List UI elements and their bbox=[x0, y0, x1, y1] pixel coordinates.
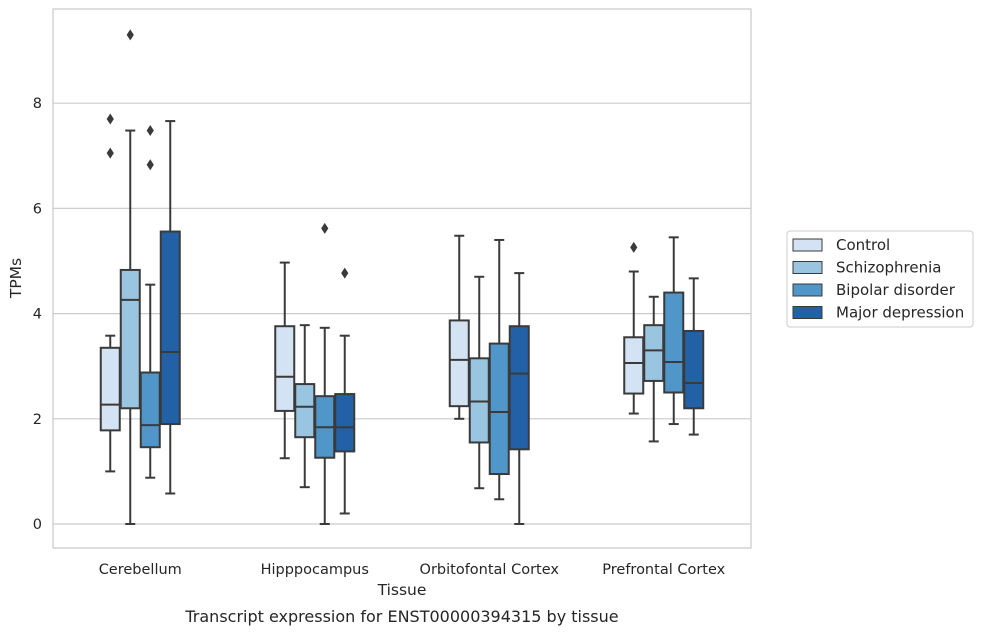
legend-label: Control bbox=[836, 236, 890, 254]
iqr-box bbox=[488, 342, 510, 476]
boxes-layer bbox=[99, 29, 705, 525]
x-tick-label: Hipppocampus bbox=[261, 562, 369, 578]
box-control bbox=[274, 261, 296, 460]
legend-swatch bbox=[792, 261, 823, 274]
plot-frame bbox=[52, 8, 752, 549]
box-bipolar-disorder bbox=[488, 238, 510, 501]
box-major-depression bbox=[334, 267, 356, 515]
box-control bbox=[99, 113, 121, 473]
box-schizophrenia bbox=[468, 275, 490, 490]
iqr-box bbox=[159, 230, 181, 426]
legend-label: Schizophrenia bbox=[836, 259, 941, 277]
iqr-box bbox=[468, 357, 490, 444]
outlier-point bbox=[146, 125, 154, 137]
y-tick-label: 6 bbox=[33, 201, 42, 217]
box-bipolar-disorder bbox=[314, 222, 336, 525]
box-schizophrenia bbox=[643, 295, 665, 443]
y-tick-label: 8 bbox=[33, 96, 42, 112]
box-control bbox=[623, 241, 645, 415]
outlier-point bbox=[106, 147, 114, 159]
iqr-box bbox=[448, 319, 470, 408]
y-tick-labels: 0 2 4 6 8 bbox=[33, 96, 42, 533]
iqr-box bbox=[663, 291, 685, 394]
iqr-box bbox=[643, 324, 665, 382]
outlier-point bbox=[106, 113, 114, 125]
iqr-box bbox=[683, 329, 705, 410]
x-tick-label: Orbitofontal Cortex bbox=[420, 562, 560, 578]
box-control bbox=[448, 234, 470, 420]
iqr-box bbox=[294, 383, 316, 439]
box-major-depression bbox=[683, 277, 705, 436]
x-tick-label: Prefrontal Cortex bbox=[602, 562, 725, 578]
box-bipolar-disorder bbox=[139, 125, 161, 479]
box-bipolar-disorder bbox=[663, 236, 685, 426]
iqr-box bbox=[99, 346, 121, 432]
outlier-point bbox=[146, 159, 154, 171]
legend-frame bbox=[786, 230, 974, 328]
x-tick-label: Cerebellum bbox=[99, 562, 182, 578]
box-schizophrenia bbox=[119, 29, 141, 525]
box-major-depression bbox=[159, 120, 181, 495]
legend-swatch bbox=[792, 238, 823, 252]
x-axis-label: Tissue bbox=[377, 581, 427, 599]
legend: Control Schizophrenia Bipolar disorder Majo… bbox=[786, 230, 974, 328]
x-tick-labels: Cerebellum Hipppocampus Orbitofontal Corte… bbox=[99, 562, 726, 578]
grid-layer bbox=[53, 102, 751, 525]
legend-label: Bipolar disorder bbox=[836, 281, 956, 299]
y-axis-label: TPMs bbox=[7, 258, 25, 299]
y-tick-label: 4 bbox=[33, 307, 42, 323]
legend-label: Major depression bbox=[836, 304, 964, 322]
iqr-box bbox=[139, 371, 161, 449]
outlier-point bbox=[341, 267, 349, 279]
chart-caption: Transcript expression for ENST0000039431… bbox=[184, 607, 618, 626]
iqr-box bbox=[334, 393, 356, 453]
box-major-depression bbox=[508, 272, 530, 525]
outlier-point bbox=[321, 222, 329, 234]
iqr-box bbox=[119, 268, 141, 410]
iqr-box bbox=[508, 325, 530, 451]
box-schizophrenia bbox=[294, 324, 316, 489]
legend-swatch bbox=[792, 283, 823, 297]
outlier-point bbox=[126, 29, 134, 41]
iqr-box bbox=[623, 336, 645, 395]
y-tick-label: 0 bbox=[33, 517, 42, 533]
outlier-point bbox=[630, 241, 638, 253]
legend-swatch bbox=[792, 306, 823, 319]
y-tick-label: 2 bbox=[33, 412, 42, 428]
iqr-box bbox=[274, 325, 296, 412]
